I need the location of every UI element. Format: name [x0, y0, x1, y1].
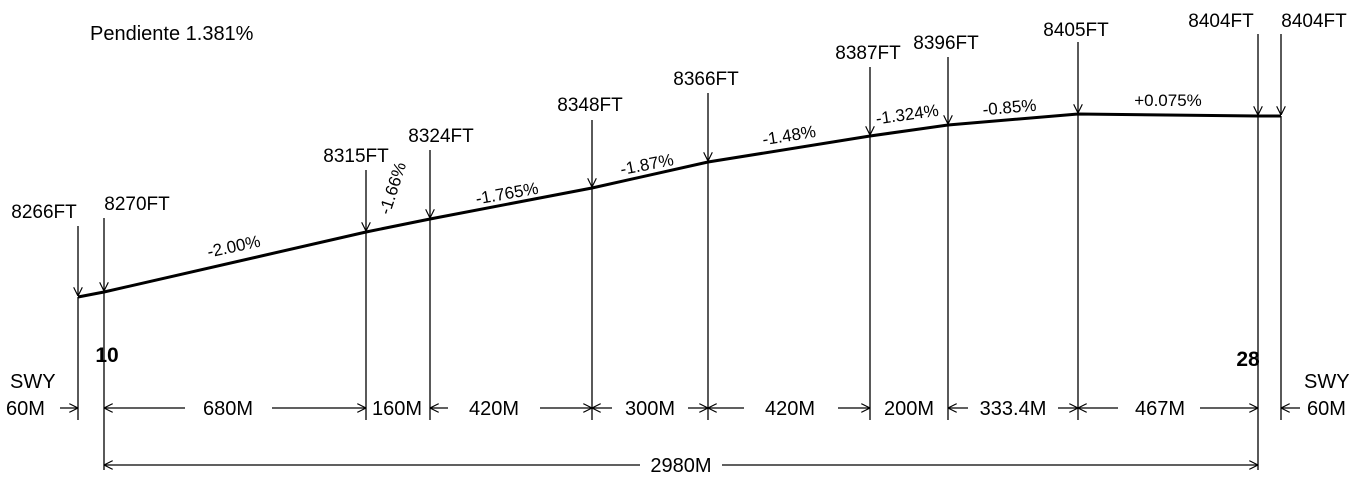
segment-length: 300M: [625, 398, 675, 420]
segment-length: 333.4M: [980, 398, 1047, 420]
grade-labels: -2.00% -1.66% -1.765% -1.87% -1.48% -1.3…: [206, 91, 1202, 262]
segment-length: 467M: [1135, 398, 1185, 420]
segment-dimension-lines: [60, 408, 1300, 465]
runway-threshold-10: 10: [95, 344, 118, 367]
total-length-label: 2980M: [650, 455, 711, 477]
elevation-leaders: [78, 34, 1281, 296]
elevation-label: 8396FT: [913, 33, 979, 54]
elevation-labels: 8266FT 8270FT 8315FT 8324FT 8348FT 8366F…: [11, 11, 1347, 223]
elevation-label: 8324FT: [408, 126, 474, 147]
segment-length: 160M: [372, 398, 422, 420]
segment-length: 680M: [203, 398, 253, 420]
elevation-label: 8266FT: [11, 202, 77, 223]
grade-label: -1.324%: [875, 101, 940, 129]
elevation-label: 8404FT: [1188, 11, 1254, 32]
elevation-label: 8405FT: [1043, 20, 1109, 41]
segment-length: 420M: [469, 398, 519, 420]
elevation-label: 8270FT: [104, 194, 170, 215]
segment-length-labels: 680M 160M 420M 300M 420M 200M 333.4M 467…: [203, 398, 1185, 420]
diagram-title: Pendiente 1.381%: [90, 23, 254, 45]
elevation-label: 8348FT: [557, 95, 623, 116]
elevation-label: 8387FT: [835, 43, 901, 64]
grade-label: +0.075%: [1134, 91, 1202, 110]
segment-length: 200M: [884, 398, 934, 420]
elevation-label: 8315FT: [323, 146, 389, 167]
swy-right-label: SWY: [1304, 371, 1350, 393]
swy-left-length: 60M: [6, 398, 45, 420]
swy-right-length: 60M: [1307, 398, 1346, 420]
profile-line: [77, 112, 1281, 299]
grade-label: -0.85%: [982, 96, 1037, 120]
elevation-label: 8366FT: [673, 69, 739, 90]
swy-left-label: SWY: [10, 371, 56, 393]
station-lines: [77, 114, 1282, 470]
grade-label: -1.66%: [375, 160, 410, 217]
segment-length: 420M: [765, 398, 815, 420]
elevation-label: 8404FT: [1281, 11, 1347, 32]
runway-threshold-28: 28: [1236, 348, 1260, 371]
